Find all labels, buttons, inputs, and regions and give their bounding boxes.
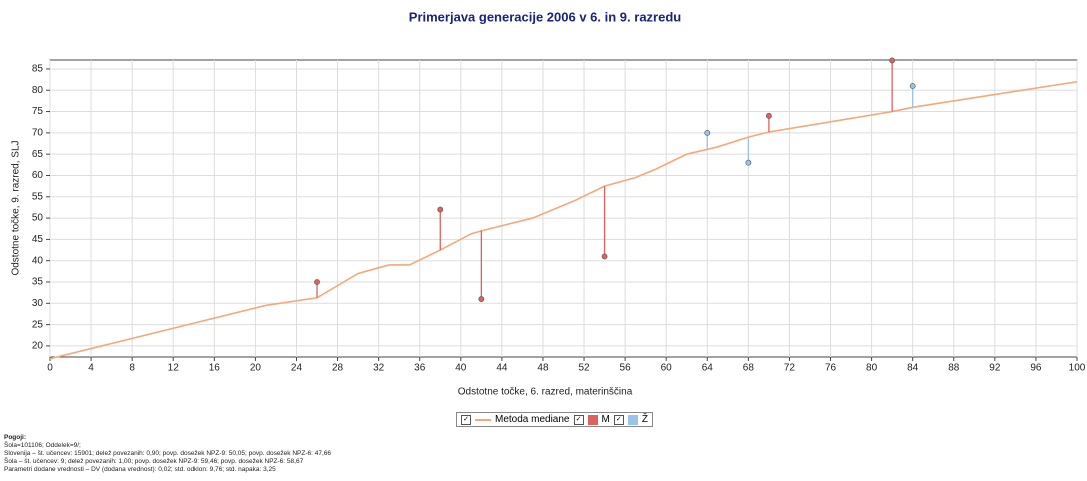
x-tick-label: 12	[168, 363, 180, 374]
x-tick-label: 60	[661, 363, 673, 374]
notes: Pogoji: Šola=101106; Oddelek=9/; Slovenija…	[4, 434, 331, 474]
y-tick-label: 45	[32, 234, 44, 245]
y-tick-label: 70	[32, 128, 44, 139]
y-tick-label: 85	[32, 64, 44, 75]
x-tick-label: 0	[47, 363, 53, 374]
x-tick-label: 8	[129, 363, 135, 374]
chart-title: Primerjava generacije 2006 v 6. in 9. ra…	[409, 9, 681, 24]
y-tick-label: 80	[32, 85, 44, 96]
x-tick-label: 20	[250, 363, 262, 374]
note-line: Parametri dodane vrednosti – DV (dodana …	[4, 466, 276, 473]
legend-swatch	[475, 418, 491, 421]
y-tick-label: 40	[32, 255, 44, 266]
x-tick-label: 80	[866, 363, 878, 374]
point	[704, 129, 711, 136]
y-tick-label: 60	[32, 170, 44, 181]
x-tick-label: 32	[373, 363, 385, 374]
legend-swatch	[627, 414, 638, 425]
x-tick-label: 24	[291, 363, 303, 374]
legend-swatch	[587, 414, 598, 425]
y-tick-label: 55	[32, 191, 44, 202]
x-tick-label: 76	[825, 363, 837, 374]
x-tick-label: 56	[620, 363, 632, 374]
x-tick-label: 40	[455, 363, 467, 374]
x-tick-label: 52	[578, 363, 590, 374]
point	[437, 206, 444, 213]
x-tick-label: 44	[496, 363, 508, 374]
y-axis-label: Odstotne točke, 9. razred, SLJ	[11, 140, 22, 275]
y-tick-label: 65	[32, 149, 44, 160]
legend-label: Ž	[641, 414, 648, 425]
checkbox[interactable]: ✓	[461, 414, 471, 425]
y-tick-label: 25	[32, 319, 44, 330]
note-line: Pogoji:	[4, 434, 27, 441]
point	[745, 159, 752, 166]
note-line: Šola – št. učencev: 9; delež povezanih: …	[4, 458, 304, 465]
x-tick-label: 72	[784, 363, 796, 374]
x-tick-label: 28	[332, 363, 344, 374]
point	[889, 57, 896, 64]
y-tick-label: 20	[32, 341, 44, 352]
x-tick-label: 96	[1030, 363, 1042, 374]
x-tick-label: 84	[907, 363, 919, 374]
chart: Primerjava generacije 2006 v 6. in 9. ra…	[11, 9, 1086, 398]
y-tick-label: 35	[32, 277, 44, 288]
legend-label: M	[601, 414, 610, 425]
legend-label: Metoda mediane	[495, 414, 570, 425]
checkbox[interactable]: ✓	[613, 414, 624, 425]
y-tick-label: 50	[32, 213, 44, 224]
point	[601, 253, 608, 260]
x-tick-label: 48	[537, 363, 549, 374]
x-axis-label: Odstotne točke, 6. razred, materinščina	[458, 387, 633, 398]
x-tick-label: 100	[1069, 363, 1086, 374]
legend: ✓ Metoda mediane ✓ M ✓ Ž	[456, 412, 653, 427]
point	[766, 112, 772, 119]
y-tick-label: 75	[32, 106, 44, 117]
note-line: Šola=101106; Oddelek=9/;	[4, 442, 81, 449]
x-tick-label: 4	[88, 363, 94, 374]
x-tick-label: 36	[414, 363, 426, 374]
point	[314, 279, 320, 285]
x-tick-label: 16	[209, 363, 221, 374]
y-tick-label: 30	[32, 298, 44, 309]
x-tick-label: 64	[702, 363, 714, 374]
plot-area	[49, 59, 1078, 358]
note-line: Slovenija – št. učencev: 15901; delež po…	[4, 450, 332, 457]
x-tick-label: 68	[743, 363, 755, 374]
median-line	[49, 80, 1078, 360]
checkbox[interactable]: ✓	[573, 414, 584, 425]
point	[909, 83, 916, 89]
x-tick-label: 92	[989, 363, 1001, 374]
x-tick-label: 88	[948, 363, 960, 374]
point	[478, 296, 485, 302]
